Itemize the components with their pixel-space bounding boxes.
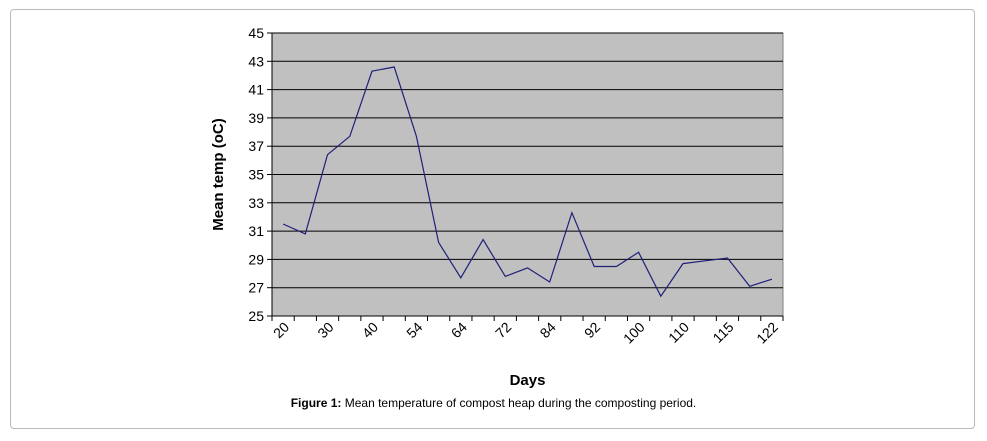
y-tick-label: 33 [248, 195, 264, 211]
y-tick-label: 45 [248, 25, 264, 41]
y-tick-label: 29 [248, 251, 264, 267]
x-tick-label: 72 [492, 319, 514, 341]
x-tick-label: 115 [709, 319, 736, 346]
x-tick-label: 30 [314, 319, 336, 341]
x-tick-label: 64 [448, 319, 470, 341]
x-tick-label: 110 [665, 319, 692, 346]
x-tick-label: 84 [537, 319, 559, 341]
x-tick-label: 92 [581, 319, 603, 341]
caption-text: Mean temperature of compost heap during … [341, 396, 697, 410]
axes [267, 32, 784, 321]
figure-caption: Figure 1: Mean temperature of compost he… [0, 396, 987, 410]
x-tick-label: 40 [359, 319, 381, 341]
y-tick-label: 41 [248, 82, 264, 98]
y-tick-label: 27 [248, 280, 264, 296]
x-tick-labels: 20 30 40 54 64 72 84 92 100 110 115 122 [270, 319, 781, 347]
x-tick-label: 20 [270, 319, 292, 341]
caption-label: Figure 1: [290, 396, 342, 410]
y-tick-label: 37 [248, 138, 264, 154]
y-tick-label: 31 [248, 223, 264, 239]
y-tick-label: 35 [248, 167, 264, 183]
grid-lines [272, 32, 783, 289]
x-tick-label: 122 [753, 319, 781, 347]
y-axis-title: Mean temp (oC) [210, 118, 227, 231]
series-line [282, 66, 773, 298]
y-tick-label: 43 [248, 53, 264, 69]
x-axis-title: Days [510, 372, 546, 389]
y-tick-labels: 25 27 29 31 33 35 37 39 41 43 45 [248, 25, 264, 324]
x-tick-label: 54 [403, 319, 425, 341]
y-tick-label: 39 [248, 110, 264, 126]
line-chart: 25 27 29 31 33 35 37 39 41 43 45 20 30 40 54 64 72 84 92 1… [210, 25, 784, 389]
x-tick-label: 100 [620, 319, 648, 347]
y-tick-label: 25 [248, 308, 264, 324]
